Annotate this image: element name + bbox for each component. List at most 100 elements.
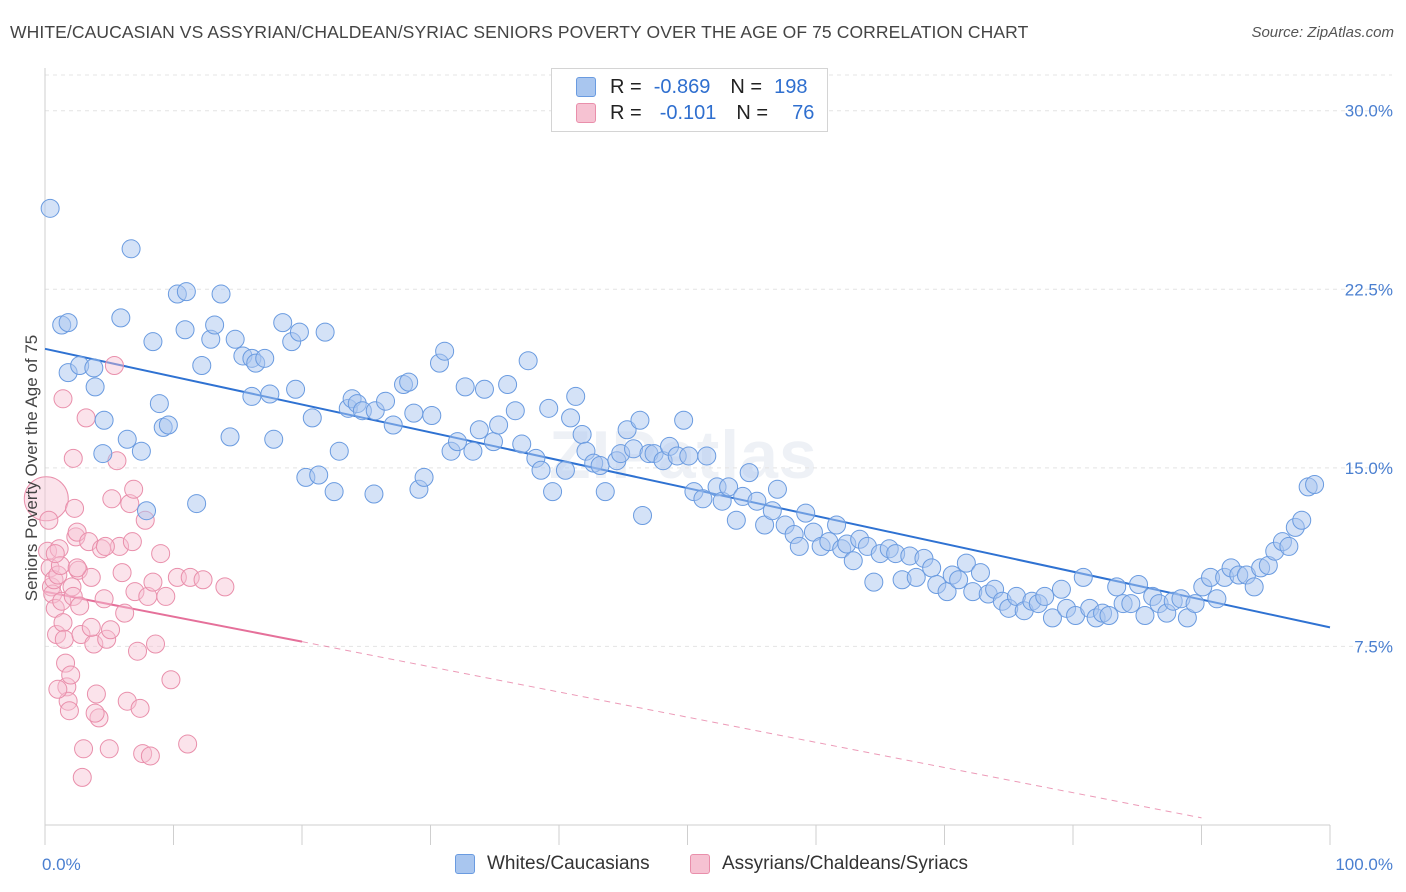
data-point-whites — [463, 441, 483, 461]
bottom-legend-swatch-pink — [690, 854, 710, 874]
data-point-whites — [399, 372, 419, 392]
data-point-assyrians — [70, 596, 90, 616]
data-point-assyrians — [39, 510, 59, 530]
source-label: Source: ZipAtlas.com — [1251, 24, 1394, 41]
data-point-assyrians — [45, 544, 65, 564]
x-tick-label: 100.0% — [1335, 855, 1393, 874]
data-point-whites — [158, 415, 178, 435]
data-point-assyrians — [53, 613, 73, 633]
data-point-whites — [117, 429, 137, 449]
data-point-whites — [205, 315, 225, 335]
data-point-whites — [1207, 589, 1227, 609]
data-point-whites — [1107, 577, 1127, 597]
data-point-whites — [843, 551, 863, 571]
legend-row-assyrians: R = -0.101 N = 76 — [576, 100, 814, 126]
data-point-assyrians — [161, 670, 181, 690]
data-point-assyrians — [128, 641, 148, 661]
data-point-whites — [1292, 510, 1312, 530]
data-point-whites — [1073, 567, 1093, 587]
data-point-whites — [739, 463, 759, 483]
data-point-whites — [121, 239, 141, 259]
legend-r-value: -0.101 — [659, 101, 717, 124]
chart-title: WHITE/CAUCASIAN VS ASSYRIAN/CHALDEAN/SYR… — [10, 22, 1029, 42]
legend-swatch-blue — [576, 77, 596, 97]
data-point-whites — [324, 482, 344, 502]
data-point-whites — [518, 351, 538, 371]
data-point-whites — [309, 465, 329, 485]
data-point-assyrians — [95, 536, 115, 556]
data-point-whites — [94, 410, 114, 430]
bottom-legend-label: Assyrians/Chaldeans/Syriacs — [722, 853, 969, 874]
data-point-assyrians — [122, 532, 142, 552]
data-point-whites — [93, 444, 113, 464]
data-point-whites — [679, 446, 699, 466]
data-point-whites — [315, 322, 335, 342]
data-point-whites — [539, 398, 559, 418]
data-point-whites — [617, 420, 637, 440]
data-point-assyrians — [193, 570, 213, 590]
data-point-assyrians — [97, 629, 117, 649]
data-point-whites — [447, 432, 467, 452]
data-point-whites — [633, 505, 653, 525]
y-tick-label: 15.0% — [1345, 459, 1393, 478]
data-point-whites — [543, 482, 563, 502]
data-point-whites — [949, 570, 969, 590]
data-point-assyrians — [53, 389, 73, 409]
legend-n-value: 76 — [792, 101, 815, 124]
data-point-whites — [273, 313, 293, 333]
data-point-assyrians — [71, 625, 91, 645]
data-point-whites — [329, 441, 349, 461]
data-point-whites — [1244, 577, 1264, 597]
data-point-whites — [906, 567, 926, 587]
data-point-assyrians — [63, 448, 83, 468]
data-point-assyrians — [215, 577, 235, 597]
data-point-whites — [264, 429, 284, 449]
data-point-assyrians — [86, 684, 106, 704]
data-point-assyrians — [99, 739, 119, 759]
trend-line-assyrians-extension — [301, 641, 1202, 819]
data-point-whites — [143, 332, 163, 352]
data-point-whites — [796, 503, 816, 523]
legend-r-value: -0.869 — [653, 75, 711, 98]
data-point-assyrians — [41, 577, 61, 597]
legend-n-label: N = — [730, 75, 763, 98]
data-point-assyrians — [54, 629, 74, 649]
legend-r-label: R = — [610, 101, 642, 124]
data-point-assyrians — [133, 744, 153, 764]
data-point-whites — [383, 415, 403, 435]
data-point-whites — [531, 460, 551, 480]
data-point-whites — [747, 491, 767, 511]
data-point-whites — [789, 536, 809, 556]
data-point-assyrians — [104, 355, 124, 375]
data-point-whites — [149, 394, 169, 414]
data-point-assyrians — [59, 701, 79, 721]
data-point-assyrians — [38, 541, 58, 561]
data-point-whites — [1279, 536, 1299, 556]
data-point-whites — [286, 379, 306, 399]
data-point-whites — [922, 558, 942, 578]
data-point-whites — [1121, 594, 1141, 614]
data-point-whites — [260, 384, 280, 404]
data-point-whites — [376, 391, 396, 411]
data-point-whites — [111, 308, 131, 328]
data-point-assyrians — [178, 734, 198, 754]
data-point-whites — [58, 313, 78, 333]
data-point-assyrians — [23, 476, 69, 522]
data-point-whites — [767, 479, 787, 499]
data-point-whites — [1051, 579, 1071, 599]
data-point-whites — [414, 467, 434, 487]
data-point-whites — [498, 375, 518, 395]
data-point-whites — [572, 425, 592, 445]
data-point-assyrians — [50, 555, 70, 575]
data-point-whites — [726, 510, 746, 530]
data-point-assyrians — [151, 544, 171, 564]
data-point-assyrians — [156, 586, 176, 606]
data-point-assyrians — [101, 620, 121, 640]
data-point-whites — [1099, 605, 1119, 625]
data-point-whites — [192, 355, 212, 375]
legend: R = -0.869 N = 198 R = -0.101 N = 76 — [551, 68, 828, 132]
data-point-whites — [762, 501, 782, 521]
data-point-assyrians — [94, 589, 114, 609]
bottom-legend-assyrians: Assyrians/Chaldeans/Syriacs — [690, 851, 968, 877]
